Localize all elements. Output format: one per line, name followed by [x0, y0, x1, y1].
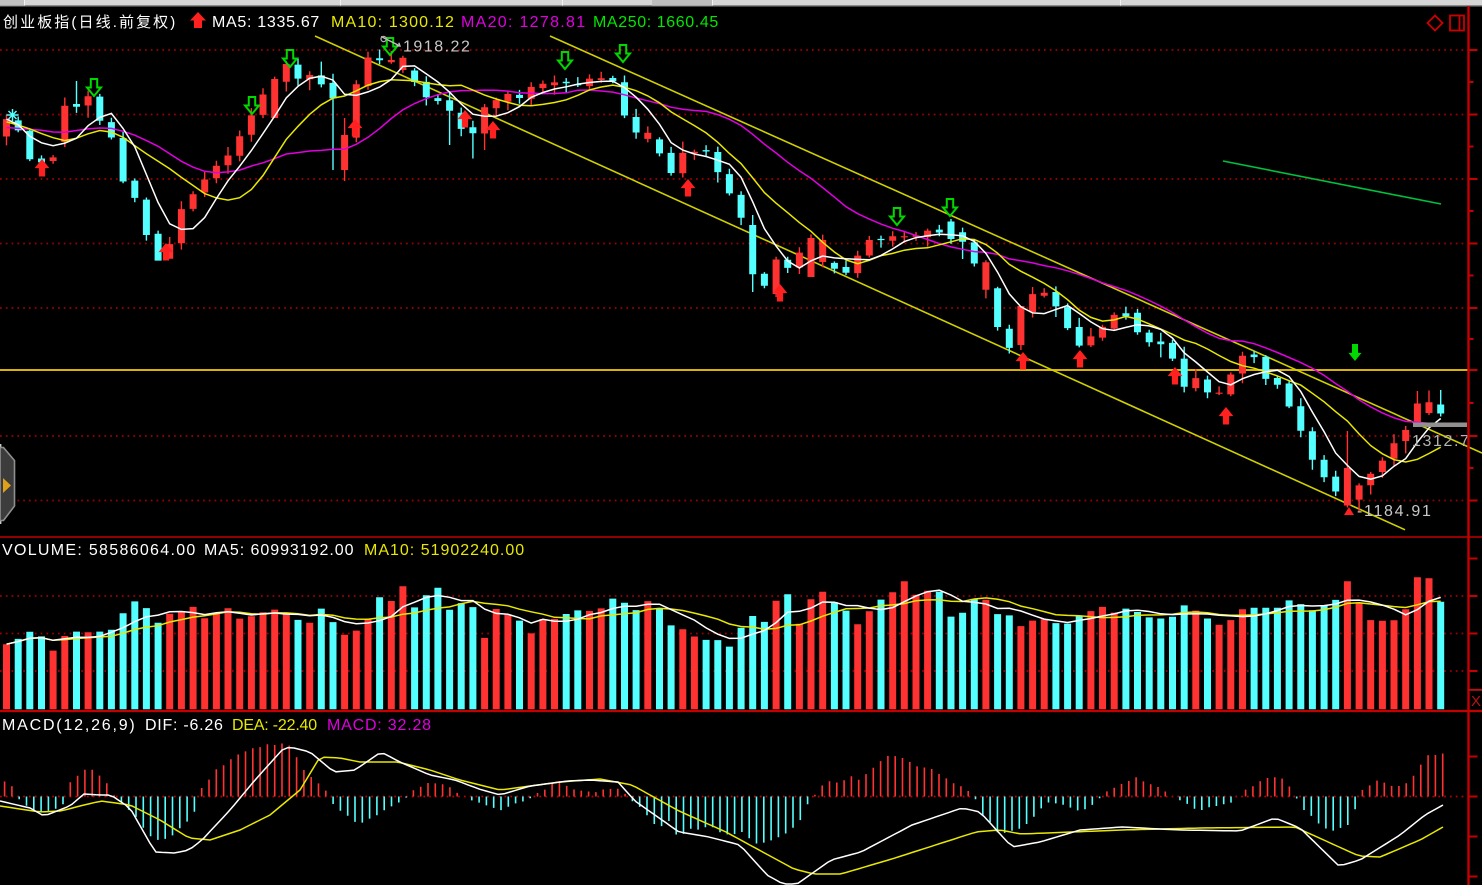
svg-text:MA5: 60993192.00: MA5: 60993192.00 [204, 542, 354, 559]
svg-text:MA10: 1300.12: MA10: 1300.12 [331, 14, 455, 31]
svg-text:MA5: 1335.67: MA5: 1335.67 [212, 14, 320, 31]
svg-text:1312.7: 1312.7 [1412, 433, 1471, 450]
svg-text:MA20: 1278.81: MA20: 1278.81 [461, 14, 586, 31]
svg-text:MACD: 32.28: MACD: 32.28 [327, 717, 432, 734]
svg-text:MA250: 1660.45: MA250: 1660.45 [593, 14, 719, 31]
svg-text:DEA: -22.40: DEA: -22.40 [232, 717, 317, 734]
svg-text:MACD(12,26,9): MACD(12,26,9) [2, 717, 137, 734]
svg-text:-1184.91: -1184.91 [1357, 503, 1433, 520]
svg-text:1918.22: 1918.22 [403, 39, 471, 56]
svg-text:VOLUME: 58586064.00: VOLUME: 58586064.00 [2, 542, 197, 559]
svg-text:DIF: -6.26: DIF: -6.26 [145, 717, 224, 734]
svg-text:X: X [1471, 693, 1481, 710]
svg-text:MA10: 51902240.00: MA10: 51902240.00 [364, 542, 525, 559]
svg-text:创业板指(日线.前复权): 创业板指(日线.前复权) [3, 13, 177, 31]
